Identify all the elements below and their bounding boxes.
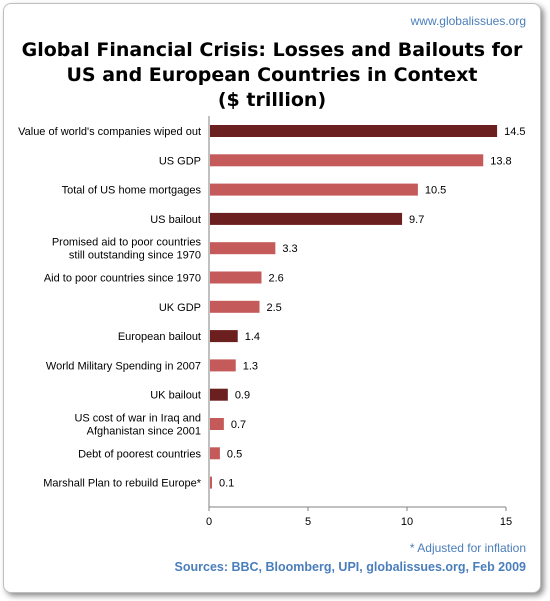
category-label-12: Marshall Plan to rebuild Europe* [43,478,201,490]
bar-1 [210,154,484,167]
category-label-1: US GDP [159,155,201,167]
value-label-6: 2.5 [267,302,282,314]
category-label-8: World Military Spending in 2007 [46,360,201,372]
bar-0 [210,125,498,137]
bar-8 [210,359,236,372]
category-label-7: European bailout [118,331,201,343]
bar-10 [210,418,224,430]
value-label-5: 2.6 [268,273,283,285]
value-label-0: 14.5 [504,126,525,138]
value-label-12: 0.1 [219,478,234,490]
category-label-4-line-1: still outstanding since 1970 [69,250,201,262]
category-label-6: UK GDP [159,302,201,314]
category-label-11: Debt of poorest countries [78,448,201,460]
category-label-4-line-0: Promised aid to poor countries [52,237,202,249]
bar-12 [210,476,212,489]
bar-2 [210,183,418,196]
value-label-10: 0.7 [231,419,246,431]
bar-5 [210,271,262,284]
value-label-2: 10.5 [425,185,446,197]
x-tick-label-2: 10 [401,516,413,528]
chart-title-line-1: Global Financial Crisis: Losses and Bail… [21,39,523,61]
value-label-8: 1.3 [243,360,258,372]
sources-note: Sources: BBC, Bloomberg, UPI, globalissu… [174,560,526,574]
bar-11 [210,447,220,460]
category-label-3: US bailout [150,214,201,226]
value-label-7: 1.4 [245,331,260,343]
x-tick-label-3: 15 [500,516,512,528]
bar-4 [210,242,276,255]
chart-title-line-3: ($ trillion) [217,89,327,111]
bar-9 [210,388,228,401]
bar-7 [210,330,238,343]
category-label-2: Total of US home mortgages [62,185,202,197]
value-label-11: 0.5 [227,448,242,460]
bar-chart: 0 5 10 15 14.5 Value of world's companies wip… [18,116,526,528]
bar-6 [210,300,260,313]
category-label-9: UK bailout [150,390,201,402]
x-tick-label-1: 5 [305,516,311,528]
category-label-0: Value of world's companies wiped out [18,126,201,138]
site-url[interactable]: www.globalissues.org [410,14,526,28]
category-label-5: Aid to poor countries since 1970 [44,273,201,285]
category-label-10-line-0: US cost of war in Iraq and [74,413,201,425]
category-label-10-line-1: Afghanistan since 2001 [87,426,201,438]
value-label-3: 9.7 [409,214,424,226]
inflation-note: * Adjusted for inflation [409,541,526,555]
bar-3 [210,212,403,225]
chart-frame: www.globalissues.org Global Financial Cr… [3,3,541,593]
value-label-4: 3.3 [282,243,297,255]
chart-title: Global Financial Crisis: Losses and Bail… [4,38,540,113]
chart-title-line-2: US and European Countries in Context [66,64,478,86]
value-label-1: 13.8 [490,155,511,167]
value-label-9: 0.9 [235,390,250,402]
x-tick-label-0: 0 [206,516,212,528]
